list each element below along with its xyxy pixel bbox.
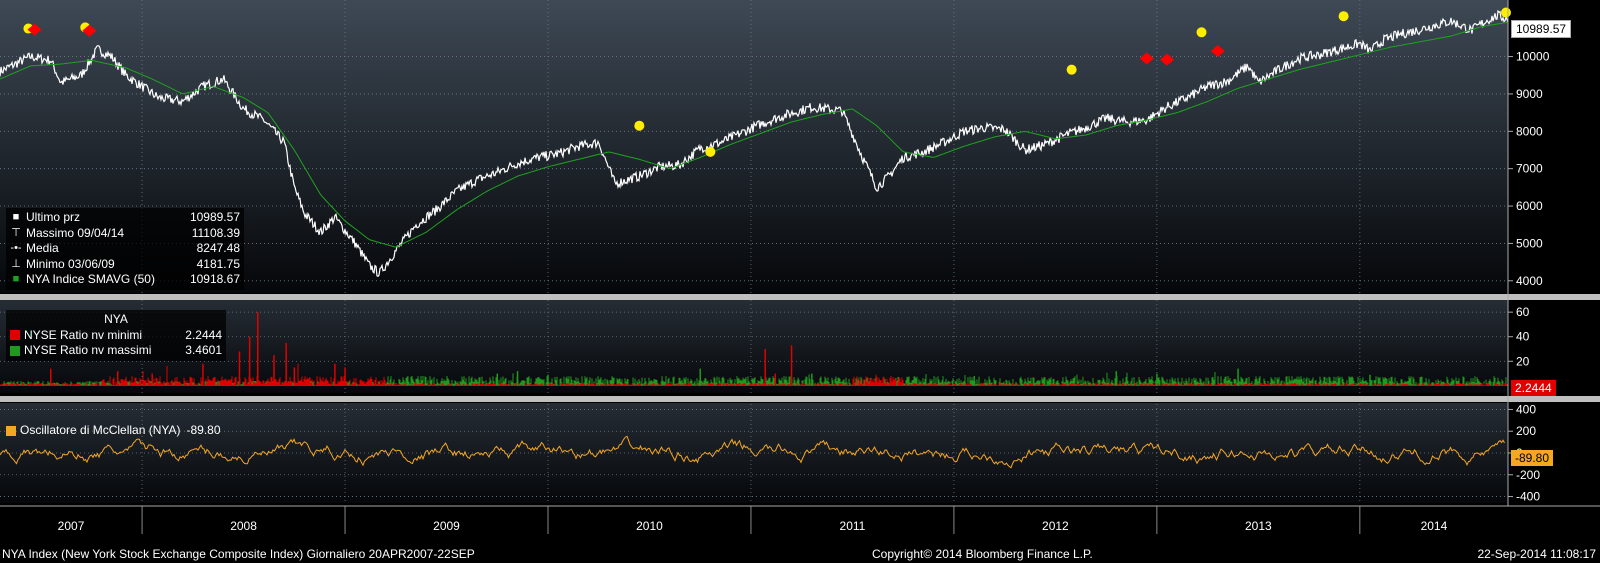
legend-value: 11108.39 — [191, 225, 240, 240]
price-legend: ■ Ultimo prz 10989.57 ⊤ Massimo 09/04/14… — [6, 208, 244, 290]
yellow-marker — [1338, 11, 1349, 22]
red-marker — [27, 23, 42, 36]
mcclellan-legend: Oscillatore di McClellan (NYA) -89.80 — [6, 423, 221, 439]
ratio-legend-title: NYA — [104, 312, 128, 326]
red-marker — [1160, 53, 1175, 66]
footer-copyright: Copyright© 2014 Bloomberg Finance L.P. — [872, 547, 1093, 561]
white-square-icon: ■ — [12, 211, 20, 223]
x-tick-label: 2007 — [58, 519, 85, 533]
y-tick-label: -400 — [1516, 490, 1540, 504]
separator-top — [0, 294, 1600, 300]
legend-label: NYA Indice SMAVG (50) — [26, 272, 155, 286]
price-panel-background — [0, 0, 1508, 293]
legend-row-mcclellan: Oscillatore di McClellan (NYA) -89.80 — [6, 423, 221, 439]
red-marker — [82, 24, 97, 37]
mcclellan-line — [0, 435, 1505, 469]
grid — [0, 0, 1508, 503]
yellow-marker — [634, 120, 645, 131]
y-tick-label: 6000 — [1516, 199, 1543, 213]
footer-security-description: NYA Index (New York Stock Exchange Compo… — [2, 547, 475, 561]
yellow-marker — [1066, 64, 1077, 75]
footer-timestamp: 22-Sep-2014 11:08:17 — [1477, 547, 1596, 561]
ratio-panel-background — [0, 300, 1508, 393]
legend-row-ratio-lows: NYSE Ratio nv minimi 2.2444 — [10, 328, 222, 344]
legend-value: 8247.48 — [196, 241, 240, 255]
legend-label: Oscillatore di McClellan (NYA) — [20, 423, 181, 437]
x-tick-label: 2009 — [433, 519, 460, 533]
red-marker — [1139, 52, 1154, 65]
y-tick-label: 200 — [1516, 424, 1536, 438]
yellow-marker — [705, 146, 716, 157]
green-square-icon — [10, 345, 20, 356]
y-tick-label: 40 — [1516, 330, 1530, 344]
legend-label: NYSE Ratio nv massimi — [24, 343, 152, 357]
y-tick-label: 4000 — [1516, 274, 1543, 288]
red-marker — [1210, 44, 1225, 57]
y-tick-label: 20 — [1516, 354, 1530, 368]
x-tick-label: 2010 — [636, 519, 663, 533]
x-tick-label: 2008 — [230, 519, 257, 533]
legend-value: 10918.67 — [189, 272, 240, 286]
ratio-legend: NYA NYSE Ratio nv minimi 2.2444 NYSE Rat… — [6, 310, 226, 361]
legend-label: Ultimo prz — [26, 210, 81, 224]
average-line-icon: -•- — [10, 242, 22, 254]
legend-row-ratio-highs: NYSE Ratio nv massimi 3.4601 — [10, 343, 222, 359]
x-tick-label: 2012 — [1042, 519, 1069, 533]
sma-line — [0, 21, 1509, 248]
legend-row-last-price: ■ Ultimo prz 10989.57 — [10, 210, 240, 226]
legend-value: 10989.57 — [189, 210, 240, 224]
orange-square-icon — [6, 425, 16, 436]
legend-row-sma: ■ NYA Indice SMAVG (50) 10918.67 — [10, 272, 240, 288]
y-tick-label: 60 — [1516, 305, 1530, 319]
y-tick-label: 5000 — [1516, 236, 1543, 250]
legend-value: 4181.75 — [196, 256, 240, 271]
legend-label: Media — [26, 241, 59, 255]
legend-value: -89.80 — [186, 423, 221, 437]
legend-row-high: ⊤ Massimo 09/04/14 11108.39 — [10, 226, 240, 242]
price-line — [0, 9, 1509, 278]
legend-value: 3.4601 — [185, 343, 222, 357]
legend-label: Minimo 03/06/09 — [26, 256, 115, 271]
y-tick-label: 10000 — [1516, 50, 1550, 64]
y-tick-label: 9000 — [1516, 87, 1543, 101]
x-tick-label: 2014 — [1421, 519, 1448, 533]
legend-label: NYSE Ratio nv minimi — [24, 327, 143, 342]
red-square-icon — [10, 330, 20, 341]
mcclellan-panel-background — [0, 403, 1508, 503]
legend-row-average: -•- Media 8247.48 — [10, 241, 240, 257]
yellow-marker — [1196, 27, 1207, 38]
legend-row-low: ⊥ Minimo 03/06/09 4181.75 — [10, 257, 240, 273]
y-tick-label: 8000 — [1516, 124, 1543, 138]
series-layer — [0, 9, 1509, 469]
x-tick-label: 2011 — [840, 519, 866, 533]
separator-bottom — [0, 396, 1600, 402]
y-tick-label: 7000 — [1516, 162, 1543, 176]
legend-value: 2.2444 — [185, 327, 222, 342]
y-tick-label: 400 — [1516, 402, 1536, 416]
last-mcclellan-label: -89.80 — [1511, 450, 1554, 466]
low-marker-icon: ⊥ — [11, 257, 21, 270]
last-ratio-label: 2.2444 — [1511, 380, 1556, 396]
legend-label: Massimo 09/04/14 — [26, 225, 125, 240]
green-square-icon: ■ — [12, 273, 20, 285]
x-tick-label: 2013 — [1245, 519, 1272, 533]
high-marker-icon: ⊤ — [11, 226, 21, 239]
last-price-label: 10989.57 — [1511, 20, 1572, 38]
markers-layer — [23, 7, 1511, 157]
y-tick-label: -200 — [1516, 468, 1540, 482]
yellow-marker — [1500, 7, 1511, 18]
